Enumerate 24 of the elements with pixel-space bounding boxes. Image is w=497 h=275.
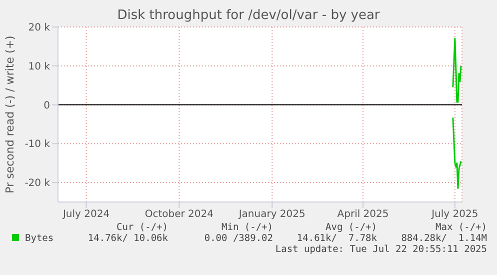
- x-tick-label: April 2025: [337, 209, 389, 220]
- text: 14.61k/ 7.78k: [296, 233, 377, 244]
- x-tick-label: July 2025: [430, 209, 478, 220]
- line-series: [452, 38, 462, 103]
- y-tick-label: -20 k: [24, 178, 50, 190]
- text: Min (-/+): [220, 222, 273, 233]
- line-series: [452, 116, 462, 190]
- chart-title: Disk throughput for /dev/ol/var - by year: [116, 8, 381, 23]
- text: 14.76k/ 10.06k: [86, 233, 168, 244]
- text: 0.00 /389.02: [203, 233, 273, 244]
- x-tick-label: October 2024: [144, 209, 214, 220]
- y-tick-label: 0: [44, 100, 50, 112]
- text: Avg (-/+): [324, 222, 377, 233]
- y-axis-title: Pr second read (-) / write (+): [4, 35, 17, 193]
- text: Last update: Tue Jul 22 20:55:11 2025: [274, 244, 488, 255]
- y-tick-label: 10 k: [28, 61, 50, 72]
- x-tick-label: July 2024: [62, 209, 110, 220]
- y-tick-label: -10 k: [24, 139, 50, 150]
- text: Max (-/+): [434, 222, 487, 233]
- text: Cur (-/+): [116, 222, 168, 233]
- text: 884.28k/ 1.14M: [400, 233, 487, 244]
- legend-label: Bytes: [24, 233, 54, 244]
- y-tick-label: 20 k: [28, 22, 50, 34]
- x-tick-label: January 2025: [238, 209, 306, 220]
